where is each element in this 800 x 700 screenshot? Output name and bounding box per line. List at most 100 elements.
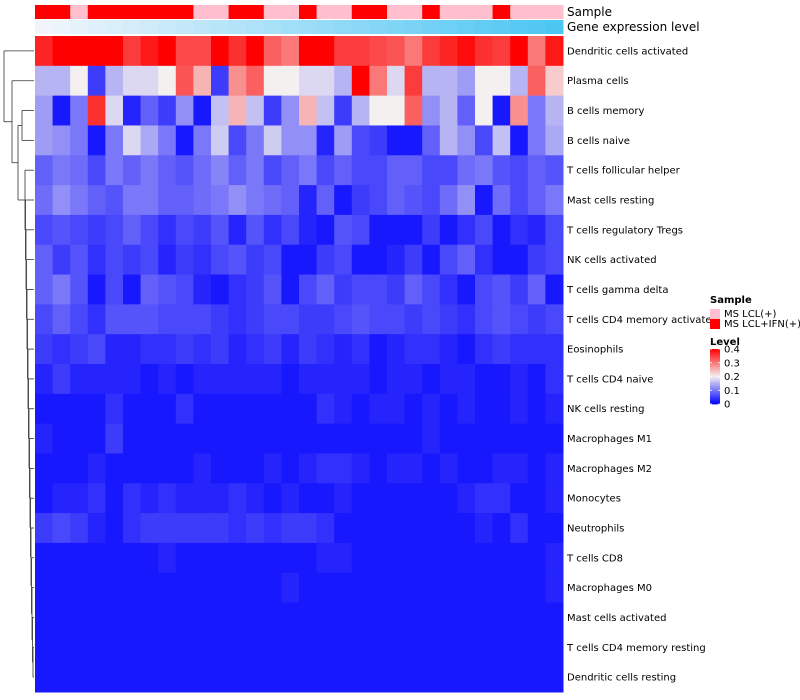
heatmap-cell — [510, 36, 529, 67]
heatmap-cell — [70, 65, 89, 97]
heatmap-cell — [387, 304, 406, 335]
colorbar-segment — [710, 355, 720, 358]
heatmap-cell — [140, 274, 159, 305]
heatmap-cell — [246, 36, 265, 67]
heatmap-cell — [87, 364, 106, 395]
heatmap-cell — [193, 662, 212, 693]
sample-annotation-cell — [175, 5, 194, 19]
heatmap-cell — [545, 334, 564, 365]
heatmap-cell — [70, 244, 89, 276]
heatmap-cell — [510, 155, 529, 186]
heatmap-cell — [299, 453, 318, 484]
heatmap-cell — [246, 423, 265, 454]
heatmap-cell — [105, 185, 124, 216]
heatmap-cell — [263, 244, 282, 276]
heatmap-cell — [246, 572, 265, 604]
colorbar-segment — [710, 357, 720, 360]
colorbar-tick-label: 0 — [724, 400, 730, 411]
row-label: Macrophages M0 — [567, 583, 652, 594]
colorbar-segment — [710, 386, 720, 388]
heatmap-cell — [439, 453, 458, 484]
sample-annotation-cell — [510, 5, 529, 19]
heatmap-cell — [52, 662, 71, 693]
heatmap-cell — [527, 185, 546, 216]
heatmap-cell — [123, 304, 142, 335]
heatmap-cell — [475, 244, 494, 276]
heatmap-cell — [527, 214, 546, 246]
heatmap-cell — [475, 632, 494, 663]
colorbar-segment — [710, 401, 720, 404]
heatmap-cell — [351, 393, 370, 425]
heatmap-cell — [457, 155, 476, 186]
legend-entry-label: MS LCL+IFN(+) — [724, 319, 800, 330]
heatmap-cell — [439, 36, 458, 67]
colorbar-tick-label: 0.1 — [724, 386, 740, 397]
row-label: Eosinophils — [567, 345, 623, 356]
heatmap-cell — [545, 513, 564, 544]
heatmap-cell — [140, 36, 159, 67]
colorbar-segment — [710, 395, 720, 398]
heatmap-cell — [175, 632, 194, 663]
heatmap-cell — [492, 274, 511, 305]
heatmap-cell — [422, 632, 441, 663]
heatmap-cell — [404, 304, 423, 335]
heatmap-cell — [299, 483, 318, 514]
heatmap-cell — [123, 155, 142, 186]
heatmap-cell — [404, 65, 423, 97]
heatmap-cell — [211, 304, 230, 335]
heatmap-cell — [105, 513, 124, 544]
heatmap-cell — [351, 453, 370, 484]
heatmap-cell — [87, 36, 106, 67]
heatmap-cell — [35, 483, 54, 514]
expression-annotation-label: Gene expression level — [567, 20, 700, 34]
heatmap-cell — [527, 36, 546, 67]
heatmap-cell — [404, 244, 423, 276]
heatmap-cell — [105, 304, 124, 335]
heatmap-cell — [475, 65, 494, 97]
heatmap-cell — [87, 542, 106, 574]
colorbar-segment — [710, 388, 720, 391]
heatmap-cell — [246, 244, 265, 276]
row-label: B cells naive — [567, 136, 630, 147]
heatmap-cell — [228, 155, 247, 186]
heatmap-cell — [87, 393, 106, 425]
heatmap-cell — [281, 542, 300, 574]
heatmap-cell — [299, 572, 318, 604]
colorbar-segment — [710, 364, 720, 366]
heatmap-cell — [369, 185, 388, 216]
heatmap-cell — [404, 214, 423, 246]
heatmap-cell — [439, 155, 458, 186]
colorbar-segment — [710, 362, 720, 365]
colorbar-tick-label: 0.4 — [724, 345, 740, 356]
heatmap-cell — [545, 453, 564, 484]
colorbar-segment — [710, 375, 720, 377]
heatmap-cell — [334, 185, 353, 216]
heatmap-cell — [140, 572, 159, 604]
heatmap-cell — [175, 274, 194, 305]
heatmap-cell — [35, 513, 54, 544]
heatmap-cell — [510, 393, 529, 425]
heatmap-cell — [123, 662, 142, 693]
heatmap-cell — [510, 483, 529, 514]
heatmap-cell — [228, 125, 247, 156]
heatmap-cell — [369, 274, 388, 305]
heatmap-cell — [422, 334, 441, 365]
heatmap-cell — [299, 95, 318, 126]
heatmap-cell — [263, 572, 282, 604]
heatmap-cell — [545, 65, 564, 97]
heatmap-cell — [140, 542, 159, 574]
heatmap-cell — [439, 125, 458, 156]
heatmap-cell — [387, 632, 406, 663]
heatmap-cell — [105, 125, 124, 156]
heatmap-cell — [492, 364, 511, 395]
heatmap-cell — [87, 572, 106, 604]
heatmap-cell — [299, 244, 318, 276]
expression-annotation-cell — [545, 20, 564, 34]
heatmap-cell — [140, 125, 159, 156]
heatmap-cell — [123, 632, 142, 663]
row-label: NK cells activated — [567, 255, 657, 266]
heatmap-cell — [281, 393, 300, 425]
heatmap-cell — [351, 155, 370, 186]
heatmap-cell — [35, 423, 54, 454]
